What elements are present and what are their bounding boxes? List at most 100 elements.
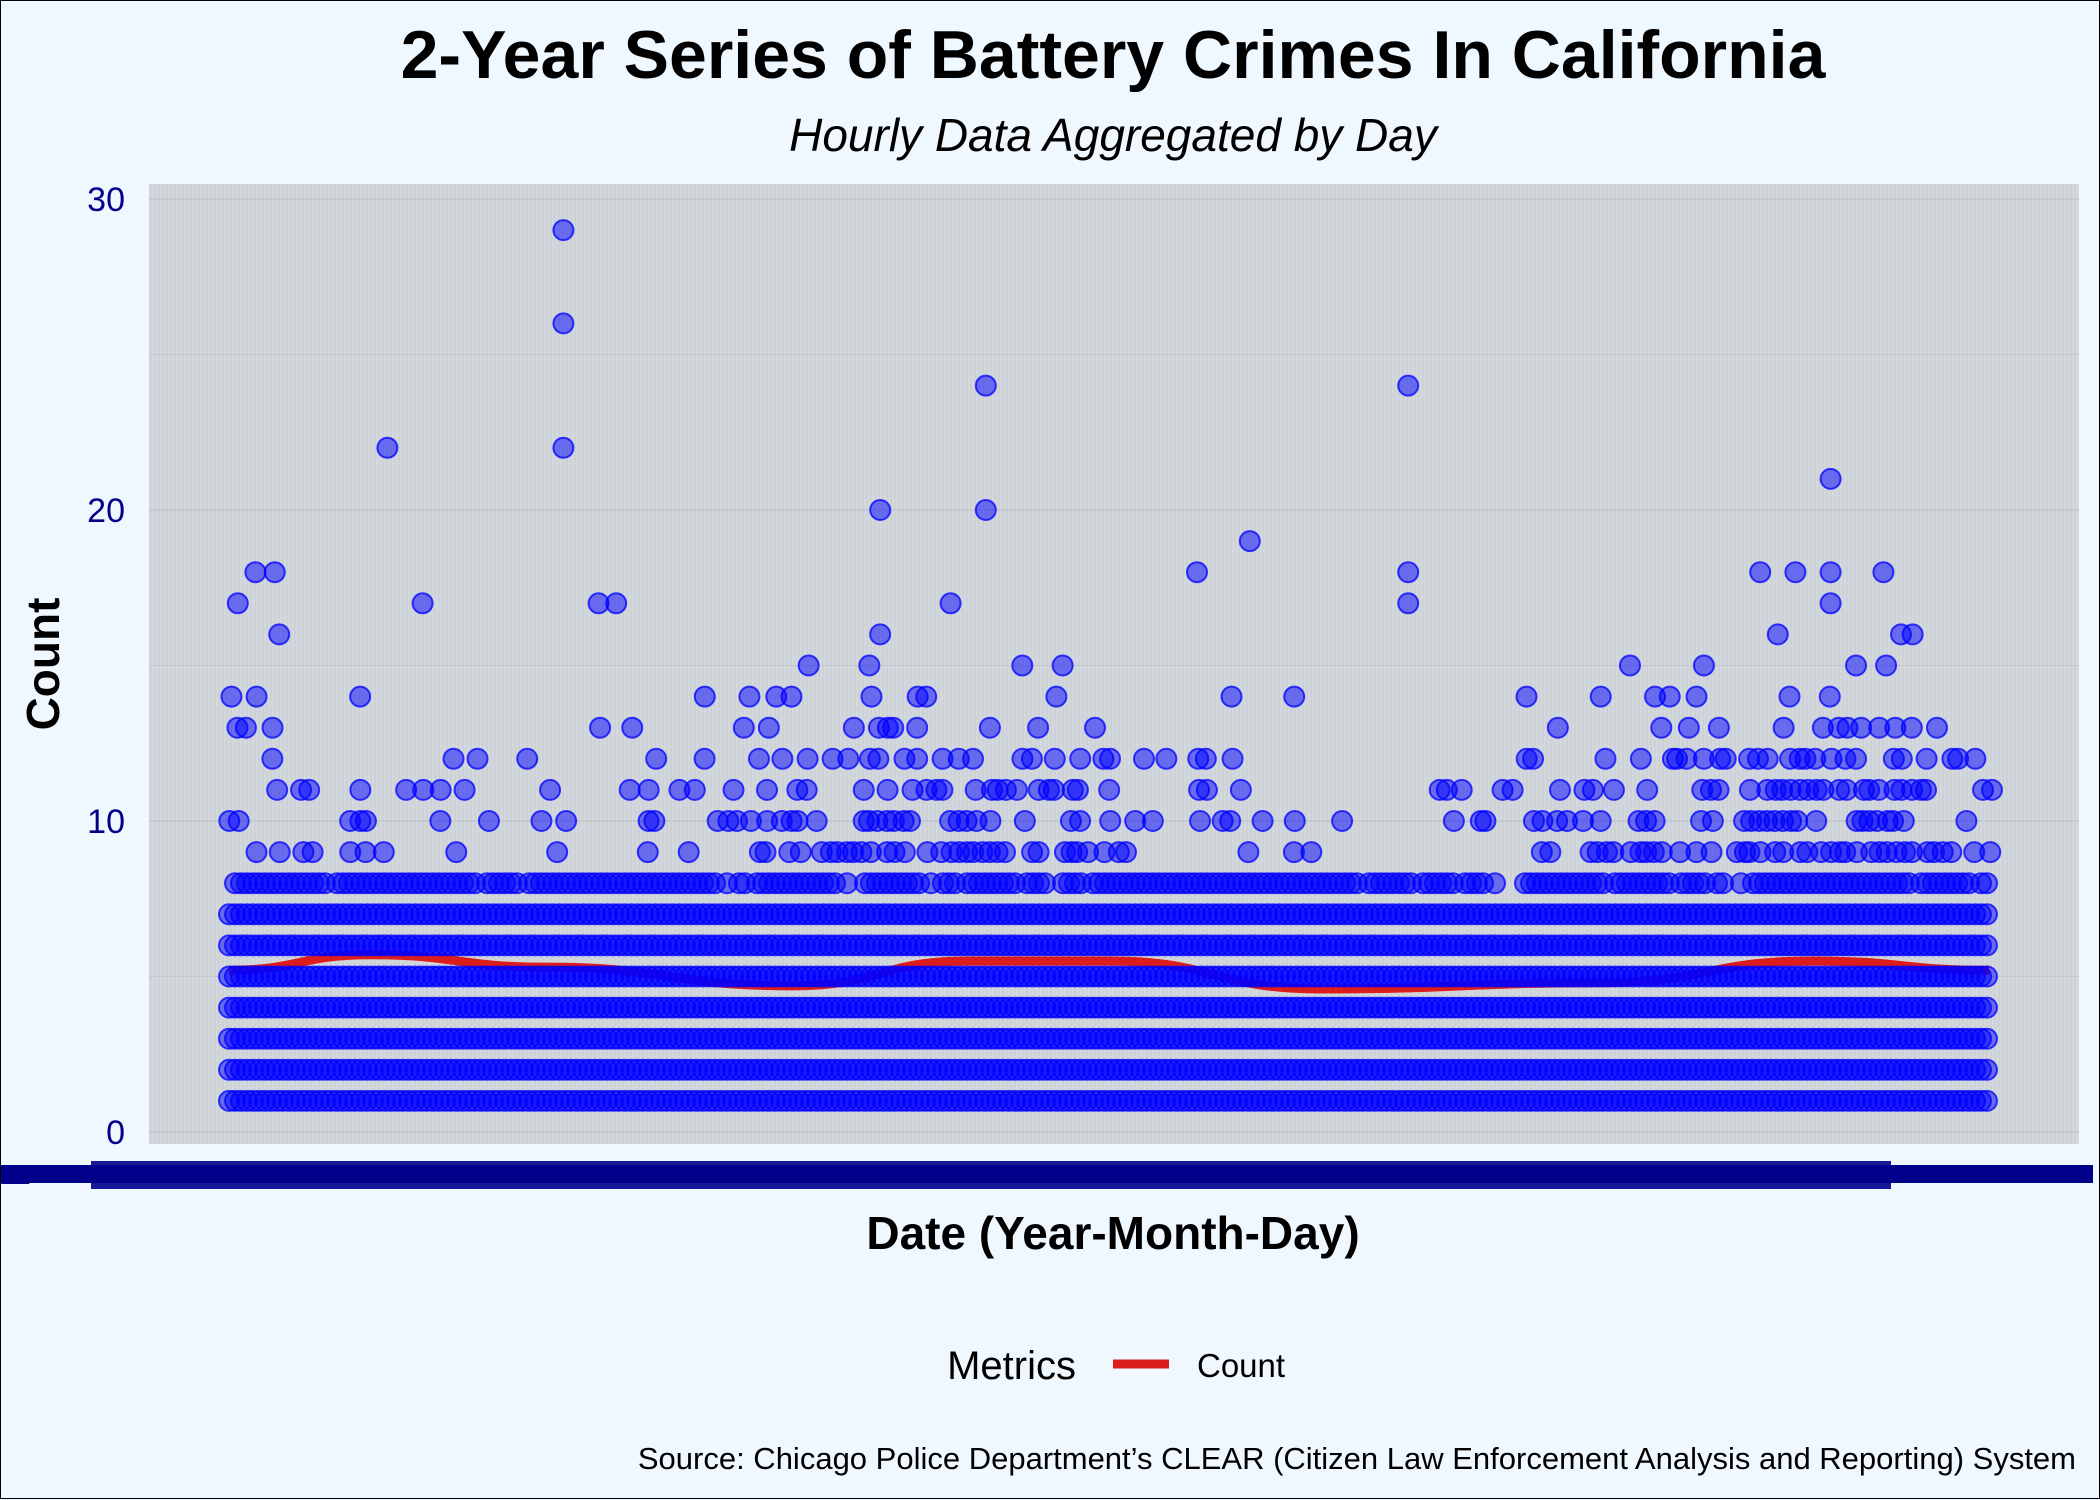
data-point: [1915, 747, 1938, 770]
data-point: [683, 778, 706, 801]
data-point: [1194, 747, 1217, 770]
data-point: [1772, 716, 1795, 739]
data-point: [349, 778, 372, 801]
data-point: [858, 654, 881, 677]
data-point: [1650, 841, 1673, 864]
data-point: [442, 747, 465, 770]
data-point: [1132, 747, 1155, 770]
data-point: [1707, 716, 1730, 739]
data-point: [637, 778, 660, 801]
data-point: [1756, 747, 1779, 770]
data-point: [220, 685, 243, 708]
data-point: [477, 810, 500, 832]
data-point: [1979, 841, 2002, 864]
data-point-outlier: [1784, 561, 1807, 584]
data-point: [1020, 747, 1043, 770]
data-point: [786, 810, 809, 832]
data-point: [1589, 685, 1612, 708]
data-point-outlier: [1186, 561, 1208, 584]
data-point: [1818, 685, 1841, 708]
data-point: [677, 841, 700, 864]
data-point: [546, 841, 569, 864]
data-point: [1786, 810, 1809, 832]
data-point: [1805, 810, 1828, 832]
data-point: [466, 747, 489, 770]
data-point: [1141, 810, 1164, 832]
data-point: [1155, 747, 1178, 770]
chart-subtitle: Hourly Data Aggregated by Day: [789, 109, 1440, 161]
data-point-outlier: [1890, 623, 1912, 646]
data-point: [1875, 654, 1898, 677]
data-point: [1450, 778, 1473, 801]
data-point-outlier: [974, 374, 997, 397]
data-point: [643, 810, 666, 832]
data-point: [1229, 778, 1252, 801]
data-point: [738, 685, 761, 708]
data-point: [1980, 778, 2003, 801]
data-point: [1300, 841, 1323, 864]
data-point: [245, 841, 268, 864]
data-point: [1594, 747, 1617, 770]
data-point: [1636, 778, 1659, 801]
data-point: [1850, 716, 1873, 739]
data-point: [979, 810, 1002, 832]
data-point: [780, 685, 803, 708]
data-point: [893, 841, 916, 864]
data-point: [1098, 778, 1121, 801]
data-point: [1964, 747, 1987, 770]
data-point: [1051, 654, 1074, 677]
data-point: [227, 810, 250, 832]
data-point: [1658, 685, 1681, 708]
data-point: [1976, 934, 1998, 957]
data-point: [796, 747, 819, 770]
data-point-outlier: [869, 499, 892, 521]
data-point-outlier: [552, 312, 575, 335]
data-point: [1099, 810, 1122, 832]
data-point: [1976, 1089, 1998, 1112]
data-point: [1219, 810, 1242, 832]
data-point-outlier: [1819, 467, 1842, 490]
data-point: [589, 716, 612, 739]
data-point-outlier: [376, 436, 399, 459]
data-point: [1925, 716, 1948, 739]
data-point: [842, 716, 865, 739]
data-point-outlier: [263, 561, 286, 584]
data-point: [1955, 810, 1978, 832]
data-point: [1043, 747, 1066, 770]
data-point: [1484, 872, 1506, 895]
chart-caption: Source: Chicago Police Department’s CLEA…: [638, 1441, 2076, 1476]
y-axis-ticks: 0 10 20 30: [87, 181, 125, 1152]
data-point: [722, 778, 745, 801]
data-point: [453, 778, 476, 801]
data-point: [1069, 747, 1092, 770]
data-point: [1692, 654, 1715, 677]
data-point-outlier: [411, 592, 434, 615]
data-point: [1650, 716, 1673, 739]
data-point-outlier: [1766, 623, 1789, 646]
data-point: [1976, 965, 1998, 988]
data-point: [1643, 810, 1666, 832]
data-point: [1189, 810, 1212, 832]
data-point: [1515, 685, 1538, 708]
data-point: [962, 747, 985, 770]
data-point: [354, 810, 377, 832]
data-point: [1685, 685, 1708, 708]
data-point: [1976, 1027, 1998, 1050]
data-point: [1677, 716, 1700, 739]
data-point: [1221, 747, 1244, 770]
data-point: [757, 716, 780, 739]
data-point: [1027, 716, 1050, 739]
data-point: [429, 778, 452, 801]
data-point-outlier: [226, 592, 249, 615]
data-point-outlier: [244, 561, 267, 584]
data-point: [797, 654, 820, 677]
data-point: [1084, 716, 1107, 739]
data-point-outlier: [1397, 561, 1420, 584]
data-point: [445, 841, 468, 864]
data-point: [1045, 685, 1068, 708]
data-point: [1976, 903, 1998, 926]
data-point: [754, 841, 777, 864]
data-point: [516, 747, 539, 770]
